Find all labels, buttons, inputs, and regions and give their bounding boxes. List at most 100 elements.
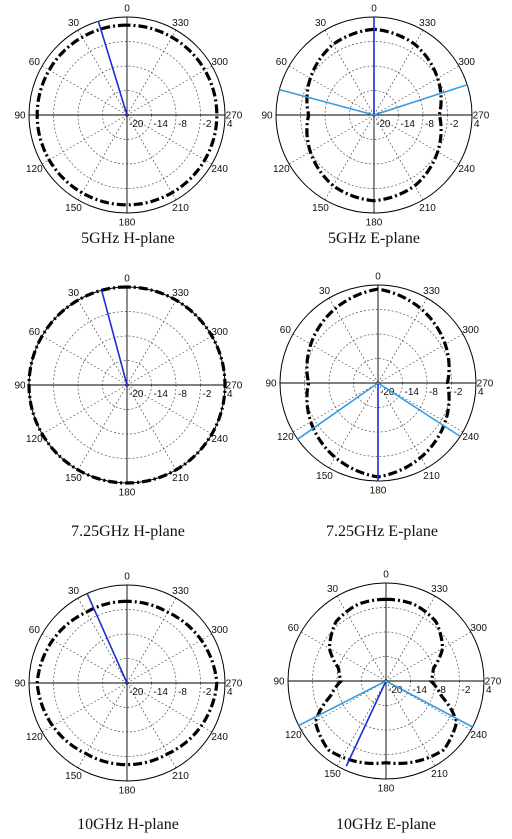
angle-label: 0 [124,4,130,15]
grid-spoke [292,382,379,433]
angle-label: 210 [172,771,189,782]
angle-label: 180 [370,486,387,497]
radial-tick-label: -20 [376,119,391,130]
angle-label: 120 [273,164,290,175]
main-lobe-marker [345,680,387,767]
angle-label: 60 [29,57,41,68]
angle-label: 150 [65,203,82,214]
grid-spoke [126,299,177,386]
grid-spoke [41,114,128,165]
radial-tick-label: -14 [413,685,428,696]
polar-chart-2: -20 -14 -8 -2 4 0 30 60 90 120 150 180 210 240 270 300 3… [261,4,490,229]
angle-label: 150 [65,771,82,782]
radial-tick-label: 4 [474,119,480,130]
angle-label: 270 [226,111,243,122]
grid-spoke [126,384,213,435]
polar-chart-4: -20 -14 -8 -2 4 0 30 60 90 120 150 180 210 240 270 300 3… [265,272,493,497]
grid-spoke [77,597,128,684]
grid-spoke [324,114,375,201]
polar-plot-3: -20 -14 -8 -2 4 0 30 60 90 120 150 180 210 240 270 300 3… [0,270,256,500]
radial-tick-label: -2 [462,685,471,696]
grid-spoke [126,114,213,165]
polar-chart-5: -20 -14 -8 -2 4 0 30 60 90 120 150 180 210 240 270 300 3… [14,572,242,797]
grid-spoke [336,680,387,767]
grid-spoke [288,65,375,116]
radiation-pattern-curve [305,27,443,203]
radiation-pattern-curve [313,597,459,766]
radial-tick-label: 4 [227,389,233,400]
grid-spoke [385,631,472,682]
angle-label: 210 [431,769,448,780]
grid-spoke [377,382,464,433]
main-lobe-marker [97,21,128,116]
radial-tick-label: -20 [380,387,395,398]
grid-spoke [288,114,375,165]
grid-spoke [126,65,213,116]
angle-label: 0 [124,274,130,285]
angle-label: 240 [211,434,228,445]
grid-spoke [41,384,128,435]
grid-spoke [41,335,128,386]
angle-label: 90 [273,677,285,688]
chart-caption-4: 7.25GHz E-plane [326,523,438,540]
radial-tick-label: 4 [227,687,233,698]
angle-label: 330 [172,18,189,29]
angle-label: 180 [119,786,136,797]
grid-spoke [377,333,464,384]
beamwidth-marker [373,83,468,116]
beamwidth-marker [385,680,473,728]
angle-label: 270 [226,381,243,392]
angle-label: 30 [68,288,80,299]
main-lobe-marker [86,593,128,684]
grid-spoke [385,680,436,767]
angle-label: 0 [124,572,130,583]
angle-label: 270 [473,111,490,122]
angle-label: 270 [485,677,502,688]
polar-plot-5: -20 -14 -8 -2 4 0 30 60 90 120 150 180 210 240 270 300 3… [0,570,256,800]
polar-plot-6: -20 -14 -8 -2 4 0 30 60 90 120 150 180 210 240 270 300 3… [256,570,512,800]
angle-label: 60 [276,57,288,68]
grid-spoke [126,335,213,386]
beamwidth-marker [297,382,379,440]
grid-spoke [77,384,128,471]
grid-spoke [385,595,436,682]
grid-spoke [336,595,387,682]
grid-spoke [77,299,128,386]
angle-label: 120 [277,432,294,443]
angle-label: 330 [172,586,189,597]
beamwidth-marker [377,382,461,438]
angle-label: 30 [68,586,80,597]
angle-label: 180 [119,488,136,499]
angle-label: 90 [265,379,277,390]
angle-label: 150 [324,769,341,780]
angle-label: 210 [172,473,189,484]
polar-plot-4: -20 -14 -8 -2 4 0 30 60 90 120 150 180 210 240 270 300 3… [256,270,512,500]
grid-spoke [373,114,460,165]
grid-spoke [377,382,428,469]
grid-spoke [126,114,177,201]
angle-label: 60 [29,327,41,338]
angle-label: 330 [172,288,189,299]
polar-frame [28,16,226,214]
angle-label: 90 [261,111,273,122]
polar-frame [287,582,485,780]
radiation-pattern-curve [27,285,227,485]
grid-spoke [41,633,128,684]
angle-label: 0 [375,272,381,283]
radial-tick-label: -2 [203,389,212,400]
angle-label: 240 [211,732,228,743]
radial-tick-label: -2 [454,387,463,398]
angle-label: 240 [470,730,487,741]
radial-tick-label: -14 [154,389,169,400]
angle-label: 240 [211,164,228,175]
angle-label: 210 [419,203,436,214]
angle-label: 300 [458,57,475,68]
angle-label: 330 [423,286,440,297]
angle-label: 180 [119,218,136,229]
radial-tick-label: -8 [178,687,187,698]
chart-caption-5: 10GHz H-plane [77,816,179,833]
grid-spoke [126,29,177,116]
beamwidth-marker [298,680,387,727]
polar-chart-3: -20 -14 -8 -2 4 0 30 60 90 120 150 180 210 240 270 300 3… [14,274,243,499]
angle-label: 300 [211,327,228,338]
